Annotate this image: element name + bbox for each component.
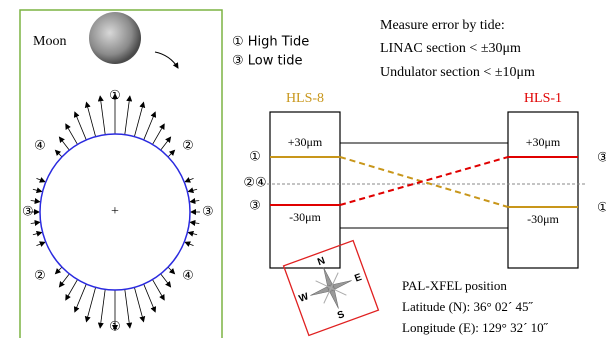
- tide-arrow: [185, 178, 193, 181]
- tide-arrow: [31, 201, 40, 202]
- level-label-right: ①: [597, 201, 606, 216]
- compass-n: N: [316, 255, 327, 268]
- tide-arrow: [56, 267, 62, 273]
- location-latitude: Latitude (N): 36° 02´ 45˝: [402, 299, 534, 314]
- diagram: Moon + ① ① ④ ② ③ ③ ② ④ ① High Tide ③ Low…: [0, 0, 606, 338]
- compass-e: E: [353, 272, 363, 285]
- tide-arrow: [144, 112, 156, 140]
- tide-arrow: [59, 274, 69, 287]
- compass-w: W: [297, 291, 310, 305]
- body: { "left_panel": { "moon_label": "Moon", …: [0, 0, 606, 338]
- pos-upper-right: ②: [182, 139, 194, 154]
- tide-arrow: [86, 287, 95, 321]
- pos-bottom: ①: [109, 320, 121, 335]
- tide-arrow: [36, 242, 44, 245]
- tide-arrow: [144, 284, 156, 312]
- tide-arrow: [75, 284, 87, 312]
- moon-label: Moon: [33, 34, 66, 49]
- level-label-left: ③: [249, 199, 261, 214]
- tide-arrow: [161, 274, 171, 287]
- tide-arrow: [190, 201, 199, 202]
- pos-right: ③: [202, 205, 214, 220]
- tide-arrow: [33, 232, 42, 234]
- tide-arrow: [66, 124, 78, 144]
- tilt-red: [340, 157, 508, 205]
- tide-arrow: [161, 137, 171, 150]
- orbit-arrow: [155, 52, 178, 68]
- tide-arrow: [86, 102, 95, 136]
- pos-lower-left: ②: [34, 269, 46, 284]
- pos-upper-left: ④: [34, 139, 46, 154]
- pos-top: ①: [109, 89, 121, 104]
- pos-left: ③: [22, 205, 34, 220]
- tilt-gold: [340, 157, 508, 207]
- tide-arrow: [31, 222, 40, 223]
- location-longitude: Longitude (E): 129° 32´ 10˝: [402, 320, 549, 335]
- tide-arrow: [75, 112, 87, 140]
- error-linac: LINAC section < ±30μm: [380, 41, 521, 56]
- tide-arrow: [168, 267, 174, 273]
- tide-arrow: [185, 242, 193, 245]
- tide-arrow: [36, 178, 44, 181]
- tide-arrow: [33, 189, 42, 191]
- tide-arrow: [134, 287, 143, 321]
- error-undulator: Undulator section < ±10μm: [380, 65, 535, 80]
- level-label-left: ②④: [243, 176, 266, 191]
- legend-low: ③ Low tide: [232, 54, 302, 69]
- level-label-left: ①: [249, 150, 261, 165]
- tide-arrow: [66, 280, 78, 300]
- sensor-right-upper: +30μm: [526, 135, 561, 149]
- sensor-left-name: HLS-8: [286, 91, 324, 106]
- tide-arrow: [125, 289, 130, 327]
- tide-arrow: [100, 96, 105, 134]
- moon: [89, 12, 141, 64]
- tide-arrow: [190, 222, 199, 223]
- tide-arrow: [100, 289, 105, 327]
- compass-diagonals: [316, 273, 347, 304]
- tide-arrow: [168, 150, 174, 156]
- compass: N E S W: [284, 241, 379, 336]
- tide-arrow: [56, 150, 62, 156]
- sensor-left-lower: -30μm: [289, 210, 321, 224]
- tide-arrow: [59, 137, 69, 150]
- sensor-left-upper: +30μm: [288, 135, 323, 149]
- tide-arrow: [188, 189, 197, 191]
- location-title: PAL-XFEL position: [402, 278, 507, 293]
- sensor-right-lower: -30μm: [527, 212, 559, 226]
- tide-arrow: [134, 102, 143, 136]
- center-mark: +: [111, 204, 119, 219]
- tide-arrow: [153, 124, 165, 144]
- error-title: Measure error by tide:: [380, 18, 505, 33]
- tide-arrow: [125, 96, 130, 134]
- tide-arrow: [153, 280, 165, 300]
- sensor-right-name: HLS-1: [524, 91, 562, 106]
- compass-s: S: [336, 309, 346, 322]
- tide-arrow: [188, 232, 197, 234]
- legend-high: ① High Tide: [232, 35, 309, 50]
- page: Tide effect on HLS html, body { margin: …: [0, 0, 606, 338]
- level-label-right: ③: [597, 151, 606, 166]
- pos-lower-right: ④: [182, 269, 194, 284]
